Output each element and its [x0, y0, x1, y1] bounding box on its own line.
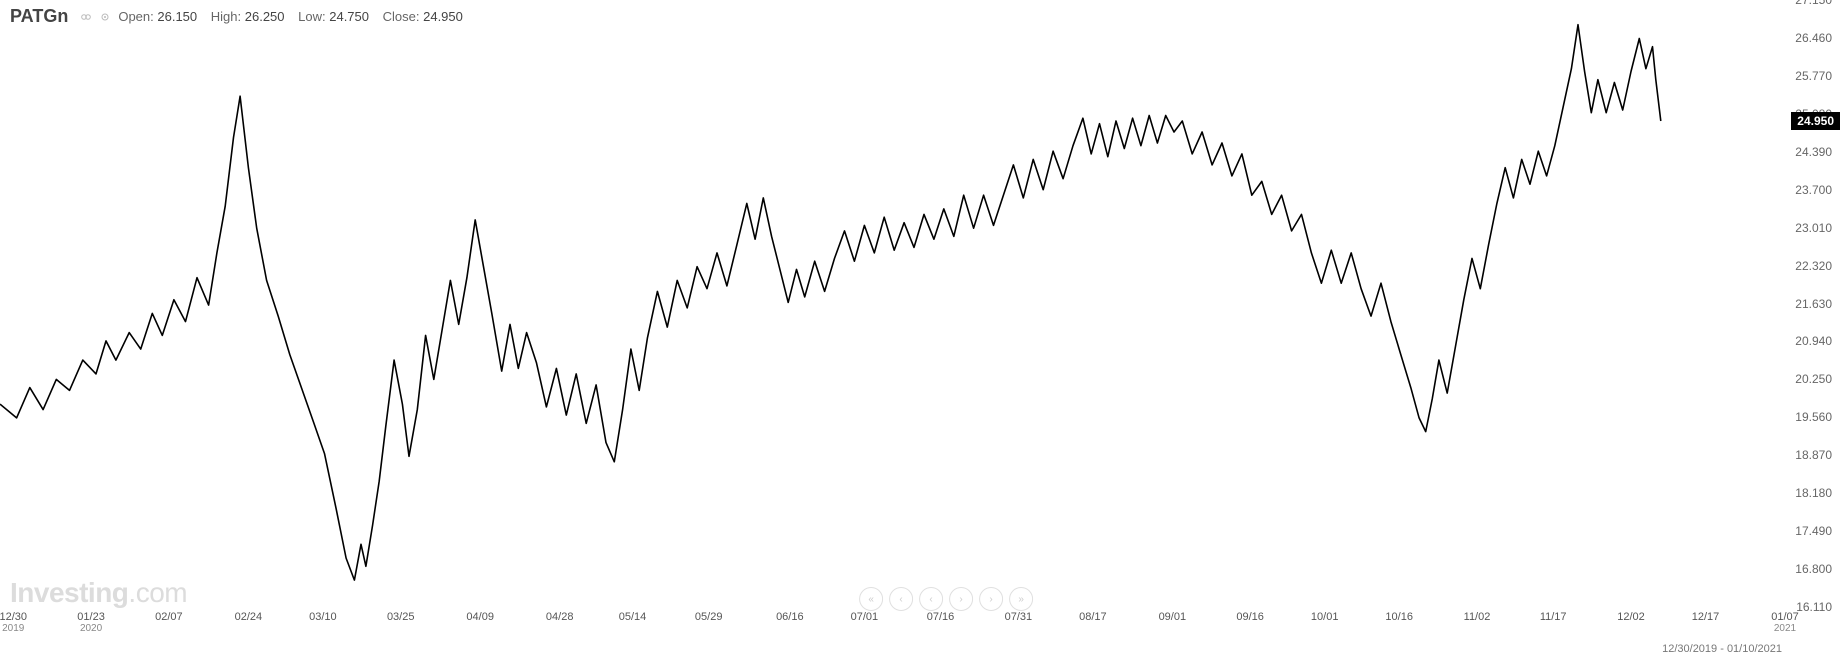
price-line-plot[interactable]: [0, 0, 1840, 657]
x-tick-label: 03/25: [387, 611, 415, 623]
y-tick-label: 16.110: [1796, 600, 1832, 614]
y-tick-label: 20.940: [1795, 334, 1832, 348]
x-tick-label: 12/302019: [0, 611, 27, 634]
y-tick-label: 18.870: [1795, 448, 1832, 462]
y-tick-label: 16.800: [1795, 562, 1832, 576]
x-tick-label: 10/16: [1385, 611, 1413, 623]
x-tick-label: 05/14: [619, 611, 647, 623]
stock-chart: PATGn Open: 26.150 High: 26.250 Low: 24.…: [0, 0, 1840, 657]
x-tick-label: 07/01: [851, 611, 879, 623]
y-tick-label: 23.700: [1795, 183, 1832, 197]
x-tick-label: 02/24: [235, 611, 263, 623]
y-axis: 27.15026.46025.77025.08024.39023.70023.0…: [1786, 0, 1836, 657]
x-tick-label: 08/17: [1079, 611, 1107, 623]
y-tick-label: 25.770: [1795, 69, 1832, 83]
y-tick-label: 19.560: [1795, 410, 1832, 424]
x-tick-label: 05/29: [695, 611, 723, 623]
x-tick-label: 04/09: [466, 611, 494, 623]
x-tick-label: 02/07: [155, 611, 183, 623]
last-price-marker: 24.950: [1791, 112, 1840, 130]
y-tick-label: 21.630: [1795, 297, 1832, 311]
x-tick-label: 07/31: [1005, 611, 1033, 623]
nav-pager: «‹‹››»: [859, 587, 1033, 611]
nav-btn-5[interactable]: »: [1009, 587, 1033, 611]
x-tick-label: 12/17: [1692, 611, 1720, 623]
y-tick-label: 24.390: [1795, 145, 1832, 159]
nav-btn-1[interactable]: ‹: [889, 587, 913, 611]
x-tick-label: 01/232020: [77, 611, 105, 634]
x-tick-label: 09/16: [1236, 611, 1264, 623]
x-tick-label: 10/01: [1311, 611, 1339, 623]
y-tick-label: 17.490: [1795, 524, 1832, 538]
nav-btn-2[interactable]: ‹: [919, 587, 943, 611]
y-tick-label: 18.180: [1795, 486, 1832, 500]
x-tick-label: 11/17: [1540, 611, 1567, 623]
x-tick-label: 04/28: [546, 611, 574, 623]
nav-btn-4[interactable]: ›: [979, 587, 1003, 611]
nav-btn-3[interactable]: ›: [949, 587, 973, 611]
y-tick-label: 26.460: [1795, 31, 1832, 45]
y-tick-label: 23.010: [1795, 221, 1832, 235]
x-tick-label: 01/072021: [1771, 611, 1799, 634]
watermark: Investing.com: [10, 577, 187, 609]
nav-btn-0[interactable]: «: [859, 587, 883, 611]
x-tick-label: 09/01: [1159, 611, 1187, 623]
x-tick-label: 06/16: [776, 611, 804, 623]
y-tick-label: 27.150: [1795, 0, 1832, 7]
x-tick-label: 11/02: [1464, 611, 1491, 623]
x-tick-label: 03/10: [309, 611, 337, 623]
x-axis: 12/302019 01/232020 02/07 02/24 03/10 03/25 04…: [0, 611, 1785, 639]
x-tick-label: 12/02: [1617, 611, 1645, 623]
y-tick-label: 22.320: [1795, 259, 1832, 273]
y-tick-label: 20.250: [1795, 372, 1832, 386]
x-tick-label: 07/16: [927, 611, 955, 623]
date-range-footer: 12/30/2019 - 01/10/2021: [1662, 643, 1782, 655]
